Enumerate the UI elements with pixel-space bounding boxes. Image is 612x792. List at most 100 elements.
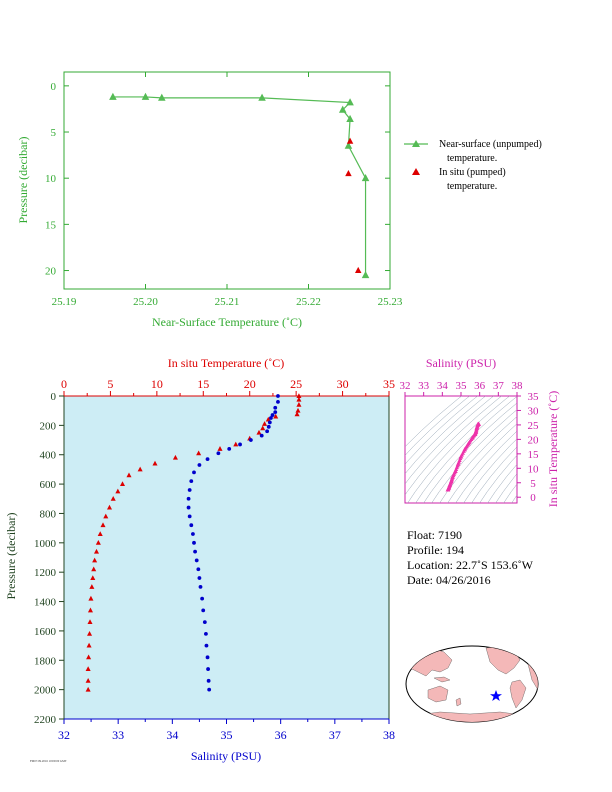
pumped-temperature-point [345, 169, 352, 177]
salinity-axis-label: Salinity (PSU) [191, 749, 261, 763]
ts-density-contour [415, 396, 517, 503]
temperature-point [86, 642, 92, 648]
ts-y-tick-label: 5 [530, 478, 536, 490]
salinity-point [194, 558, 199, 563]
footer-tag: FM07.09.2016 10:00:00 GMT [30, 759, 67, 763]
ts-y-axis-label: In situ Temperature (˚C) [546, 391, 560, 508]
temperature-point [273, 413, 279, 419]
salinity-tick-label: 32 [58, 728, 70, 742]
salinity-point [201, 608, 206, 613]
temperature-point [95, 540, 101, 545]
temperature-point [126, 472, 132, 478]
salinity-point [273, 405, 278, 410]
salinity-point [193, 549, 197, 554]
map-land-new-zealand [455, 697, 462, 707]
salinity-point [276, 394, 280, 398]
salinity-point [192, 540, 196, 545]
ts-density-contour [511, 494, 517, 503]
ts-density-contour [455, 430, 517, 503]
unpumped-temperature-line [112, 96, 367, 276]
legend-unpumped-label: Near-surface (unpumped) temperature. [439, 139, 544, 164]
salinity-point [189, 523, 194, 528]
temperature-point [262, 421, 268, 426]
ts-x-ticks: 32 33 34 35 36 37 38 [400, 380, 523, 396]
temperature-point [87, 619, 93, 625]
salinity-tick-label: 37 [329, 728, 341, 742]
top-y-tick-label: 0 [51, 81, 57, 93]
salinity-point [266, 424, 271, 429]
salinity-point [204, 631, 208, 636]
temperature-point [294, 411, 300, 417]
ts-point-interp [476, 421, 481, 426]
ts-y-tick-label: 15 [528, 449, 540, 461]
ts-density-contour [503, 483, 517, 503]
ts-x-tick-label: 36 [474, 380, 486, 392]
temperature-point [92, 557, 98, 563]
ts-plot-background [404, 395, 518, 504]
ts-y-tick-label: 10 [528, 463, 540, 475]
salinity-point [206, 667, 210, 671]
map-land-australia [427, 685, 449, 703]
salinity-point [248, 438, 253, 442]
salinity-point [265, 429, 270, 434]
ts-point-interp [448, 479, 453, 484]
temperature-tick-label: 25 [290, 377, 302, 391]
temperature-point [295, 407, 301, 413]
temperature-point [100, 522, 106, 528]
salinity-point [200, 596, 205, 601]
temperature-point [88, 595, 94, 601]
temperature-point [87, 607, 93, 613]
float-location-marker [490, 690, 502, 701]
salinity-point [189, 479, 194, 484]
unpumped-temperature-point [109, 92, 117, 100]
top-y-tick-label: 15 [45, 219, 57, 231]
salinity-point [187, 514, 192, 519]
unpumped-temperature-point [344, 141, 353, 149]
ts-density-contour [405, 396, 470, 456]
salinity-point [267, 420, 272, 425]
salinity-point [202, 620, 207, 624]
temperature-point [217, 446, 223, 451]
temperature-point [260, 425, 266, 431]
unpumped-temperature-point [158, 93, 166, 101]
ts-density-contour [495, 473, 517, 503]
pressure-tick-label: 1000 [34, 538, 57, 550]
temperature-point [137, 466, 143, 472]
pressure-tick-label: 200 [40, 420, 57, 432]
top-plot-frame [63, 71, 391, 290]
ts-x-tick-label: 32 [400, 380, 411, 392]
pressure-axis-label: Pressure (decibar) [4, 513, 18, 600]
ts-density-contour [405, 396, 486, 475]
pressure-tick-label: 0 [51, 391, 57, 403]
temperature-tick-label: 20 [244, 377, 256, 391]
salinity-point [205, 655, 210, 660]
ts-density-contour [471, 446, 517, 503]
ts-density-contour [405, 396, 462, 448]
salinity-point [216, 451, 221, 456]
ts-density-contour [405, 396, 478, 465]
ts-title: Salinity (PSU) [426, 356, 496, 370]
unpumped-temperature-point [346, 98, 354, 106]
salinity-point [206, 678, 211, 683]
pumped-temperature-point [346, 137, 354, 144]
temperature-point [256, 429, 262, 435]
temperature-point [119, 481, 126, 487]
salinity-point [204, 643, 209, 648]
salinity-point [198, 584, 203, 589]
temperature-point [90, 575, 96, 581]
ts-density-contour [439, 416, 517, 503]
unpumped-temperature-point [346, 114, 354, 123]
salinity-point [196, 567, 201, 572]
temperature-point [87, 631, 93, 636]
legend-pumped-label: In situ (pumped) temperature. [439, 167, 508, 192]
temperature-point [152, 460, 158, 466]
pumped-temperature-point [354, 266, 362, 274]
temperature-point [93, 548, 100, 554]
legend-unpumped-marker [412, 140, 420, 147]
profile-plot-background [63, 395, 390, 720]
ts-density-contour [487, 463, 517, 503]
temperature-axis-label: In situ Temperature (˚C) [168, 356, 285, 370]
pressure-tick-label: 800 [40, 508, 57, 520]
ts-point-interp [450, 475, 455, 480]
